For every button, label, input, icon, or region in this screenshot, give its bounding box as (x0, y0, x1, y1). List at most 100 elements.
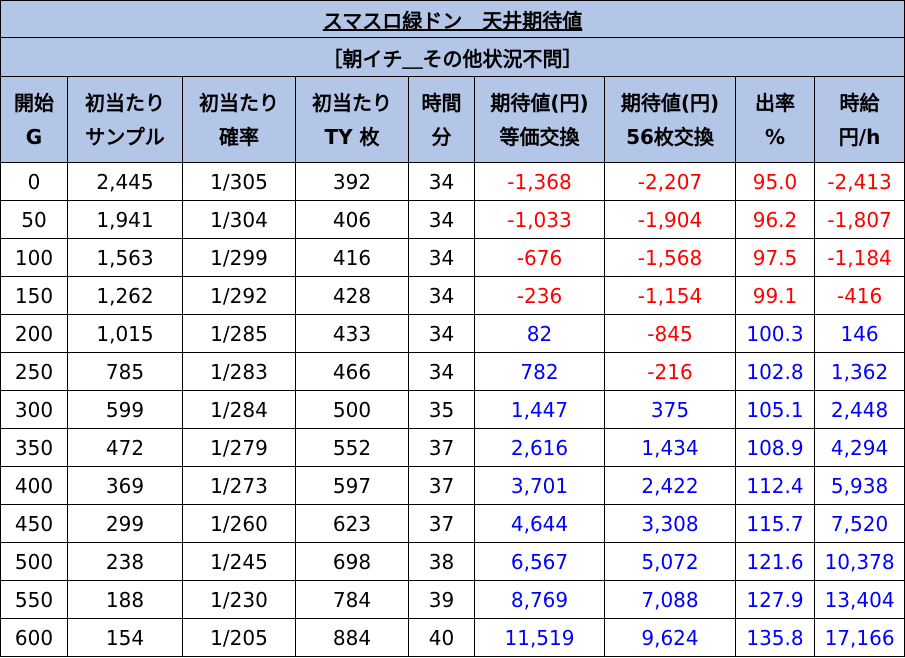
table-row: 300 599 1/284 500 35 1,447 375 105.1 2,448 (0, 390, 905, 429)
cell-hourly-wage: 1,362 (813, 352, 905, 391)
cell-payout-rate: 99.1 (735, 276, 815, 315)
cell-payout-rate: 135.8 (735, 618, 815, 657)
cell-first-hit-ty-medals: 500 (295, 390, 409, 429)
table-row: 100 1,563 1/299 416 34 -676 -1,568 97.5 -1,184 (0, 238, 905, 277)
cell-first-hit-ty-medals: 433 (295, 314, 409, 353)
column-header-hourly-wage: 時給 円/h (813, 76, 905, 163)
cell-start-game: 200 (0, 314, 68, 353)
column-header-line: サンプル (85, 124, 165, 149)
cell-payout-rate: 127.9 (735, 580, 815, 619)
table-row: 450 299 1/260 623 37 4,644 3,308 115.7 7,520 (0, 504, 905, 543)
cell-first-hit-sample: 599 (67, 390, 183, 429)
cell-first-hit-probability: 1/260 (182, 504, 296, 543)
cell-payout-rate: 121.6 (735, 542, 815, 581)
table-row: 200 1,015 1/285 433 34 82 -845 100.3 146 (0, 314, 905, 353)
cell-first-hit-sample: 238 (67, 542, 183, 581)
cell-first-hit-probability: 1/230 (182, 580, 296, 619)
table-row: 400 369 1/273 597 37 3,701 2,422 112.4 5,938 (0, 466, 905, 505)
cell-hourly-wage: -416 (813, 276, 905, 315)
cell-hourly-wage: 4,294 (813, 428, 905, 467)
cell-hourly-wage: -1,184 (813, 238, 905, 277)
cell-payout-rate: 100.3 (735, 314, 815, 353)
column-header-first-hit-sample: 初当たり サンプル (67, 76, 183, 163)
cell-hourly-wage: 17,166 (813, 618, 905, 657)
cell-payout-rate: 102.8 (735, 352, 815, 391)
cell-time-minutes: 37 (408, 504, 475, 543)
column-header-line: 分 (431, 124, 452, 149)
cell-payout-rate: 95.0 (735, 162, 815, 201)
cell-start-game: 50 (0, 200, 68, 239)
cell-time-minutes: 34 (408, 314, 475, 353)
cell-first-hit-probability: 1/285 (182, 314, 296, 353)
cell-first-hit-sample: 785 (67, 352, 183, 391)
cell-ev-equal-exchange: 2,616 (474, 428, 605, 467)
cell-first-hit-ty-medals: 466 (295, 352, 409, 391)
cell-first-hit-ty-medals: 623 (295, 504, 409, 543)
table-row: 600 154 1/205 884 40 11,519 9,624 135.8 17,166 (0, 618, 905, 657)
cell-first-hit-probability: 1/205 (182, 618, 296, 657)
cell-ev-equal-exchange: -1,368 (474, 162, 605, 201)
cell-first-hit-ty-medals: 416 (295, 238, 409, 277)
cell-first-hit-probability: 1/304 (182, 200, 296, 239)
cell-first-hit-probability: 1/299 (182, 238, 296, 277)
cell-ev-equal-exchange: -1,033 (474, 200, 605, 239)
cell-ev-equal-exchange: -676 (474, 238, 605, 277)
cell-start-game: 500 (0, 542, 68, 581)
cell-first-hit-probability: 1/283 (182, 352, 296, 391)
table-title: スマスロ緑ドン 天井期待値 (0, 0, 905, 38)
column-header-line: 初当たり (312, 90, 392, 115)
cell-ev-56-exchange: -2,207 (604, 162, 736, 201)
cell-start-game: 300 (0, 390, 68, 429)
column-header-line: 円/h (838, 124, 881, 149)
cell-first-hit-sample: 299 (67, 504, 183, 543)
column-header-payout-rate: 出率% (735, 76, 815, 163)
cell-hourly-wage: 2,448 (813, 390, 905, 429)
cell-hourly-wage: 10,378 (813, 542, 905, 581)
cell-time-minutes: 34 (408, 162, 475, 201)
table-row: 50 1,941 1/304 406 34 -1,033 -1,904 96.2 -1,807 (0, 200, 905, 239)
cell-first-hit-ty-medals: 784 (295, 580, 409, 619)
cell-time-minutes: 34 (408, 200, 475, 239)
cell-start-game: 100 (0, 238, 68, 277)
cell-ev-equal-exchange: 82 (474, 314, 605, 353)
cell-ev-equal-exchange: 1,447 (474, 390, 605, 429)
cell-time-minutes: 39 (408, 580, 475, 619)
cell-ev-56-exchange: 3,308 (604, 504, 736, 543)
cell-ev-56-exchange: 5,072 (604, 542, 736, 581)
column-header-line: 開始 (14, 90, 54, 115)
cell-first-hit-sample: 154 (67, 618, 183, 657)
column-header-first-hit-ty-medals: 初当たり TY 枚 (295, 76, 409, 163)
table-row: 550 188 1/230 784 39 8,769 7,088 127.9 13,404 (0, 580, 905, 619)
cell-time-minutes: 35 (408, 390, 475, 429)
column-header-start-game: 開始 G (0, 76, 68, 163)
cell-first-hit-ty-medals: 428 (295, 276, 409, 315)
cell-hourly-wage: -1,807 (813, 200, 905, 239)
cell-payout-rate: 115.7 (735, 504, 815, 543)
column-header-line: G (25, 124, 43, 149)
header-row: 開始 G 初当たり サンプル 初当たり 確率 初当たり TY 枚時間分期待値(円) 等価交換 期待… (0, 76, 905, 163)
column-header-line: 初当たり (199, 90, 279, 115)
cell-start-game: 250 (0, 352, 68, 391)
cell-payout-rate: 112.4 (735, 466, 815, 505)
column-header-line: 期待値(円) (620, 90, 720, 115)
cell-time-minutes: 38 (408, 542, 475, 581)
cell-payout-rate: 97.5 (735, 238, 815, 277)
cell-payout-rate: 108.9 (735, 428, 815, 467)
column-header-line: 出率 (755, 90, 795, 115)
cell-time-minutes: 34 (408, 238, 475, 277)
column-header-ev-56-exchange: 期待値(円) 56枚交換 (604, 76, 736, 163)
cell-hourly-wage: 5,938 (813, 466, 905, 505)
cell-time-minutes: 34 (408, 276, 475, 315)
cell-first-hit-probability: 1/305 (182, 162, 296, 201)
cell-first-hit-probability: 1/245 (182, 542, 296, 581)
cell-payout-rate: 105.1 (735, 390, 815, 429)
cell-start-game: 450 (0, 504, 68, 543)
cell-time-minutes: 34 (408, 352, 475, 391)
cell-first-hit-sample: 1,262 (67, 276, 183, 315)
column-header-line: TY 枚 (324, 124, 380, 149)
column-header-line: 初当たり (85, 90, 165, 115)
cell-ev-56-exchange: 2,422 (604, 466, 736, 505)
table-row: 350 472 1/279 552 37 2,616 1,434 108.9 4,294 (0, 428, 905, 467)
cell-ev-56-exchange: -845 (604, 314, 736, 353)
cell-ev-equal-exchange: -236 (474, 276, 605, 315)
